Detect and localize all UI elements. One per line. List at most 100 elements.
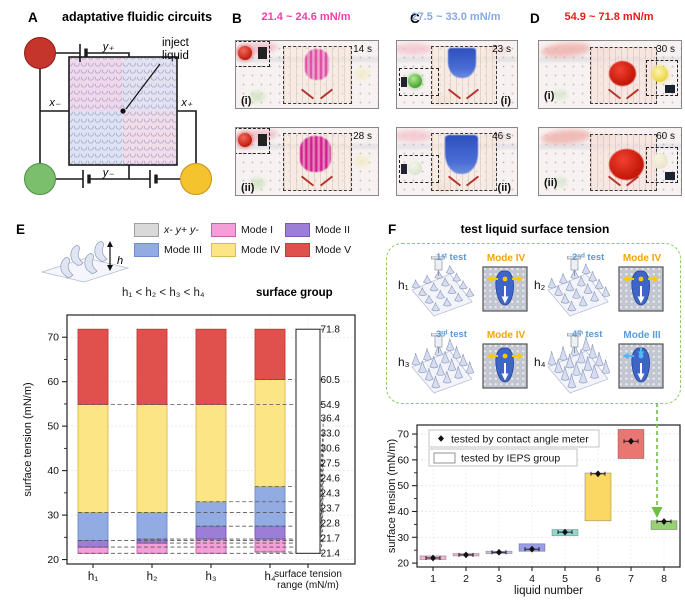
liquid-stain [448, 47, 476, 79]
svg-text:20: 20 [397, 558, 409, 570]
electrode-wire [448, 175, 462, 187]
svg-text:tested by IEPS group: tested by IEPS group [461, 453, 560, 465]
background-smudge [397, 43, 433, 55]
surface-group-label: surface group [256, 287, 333, 299]
svg-text:40: 40 [47, 465, 59, 477]
pin-array-h3 [411, 333, 474, 394]
pin-array-h2 [547, 256, 610, 317]
svg-text:70: 70 [47, 332, 59, 344]
mode-label: Mode III [623, 330, 661, 341]
y-plus-label: y₊ [102, 41, 115, 53]
frame-tag: (i) [241, 95, 252, 107]
panel-a-letter: A [28, 10, 38, 25]
svg-text:24.3: 24.3 [321, 489, 341, 500]
timestamp: 60 s [656, 131, 675, 142]
mode-image [618, 266, 664, 312]
panel-b-letter: B [232, 11, 242, 26]
panel-a-title: adaptative fluidic circuits [62, 10, 213, 24]
svg-text:h₃: h₃ [205, 571, 216, 583]
surface-region-box [430, 45, 498, 104]
h3-label: h₃ [398, 355, 410, 369]
green-led-off [408, 160, 422, 175]
background-smudge [354, 67, 370, 80]
svg-text:60: 60 [47, 376, 59, 388]
svg-text:24.6: 24.6 [321, 474, 341, 485]
svg-text:8: 8 [661, 573, 667, 585]
red-node [24, 37, 56, 69]
photo-c-ii: 46 s (ii) [396, 127, 518, 196]
svg-text:60: 60 [397, 454, 409, 466]
liquid-stain [444, 134, 479, 175]
liquid-drop [609, 149, 645, 181]
svg-text:surface tension (mN/m): surface tension (mN/m) [386, 439, 398, 553]
led-box [399, 154, 439, 183]
svg-text:surface tension (mN/m): surface tension (mN/m) [22, 382, 34, 496]
panel-d-letter: D [530, 11, 540, 26]
svg-text:23.7: 23.7 [321, 504, 341, 515]
led-chip [665, 171, 675, 180]
svg-text:21.7: 21.7 [321, 534, 341, 545]
led-chip [258, 134, 267, 146]
led-box [646, 59, 678, 96]
svg-text:5: 5 [562, 573, 568, 585]
svg-text:70: 70 [397, 429, 409, 441]
mode-image [482, 343, 528, 389]
yellow-led [652, 65, 668, 82]
panel-e-letter: E [16, 222, 26, 237]
legend-item: Mode III [134, 242, 211, 257]
h2-label: h₂ [534, 278, 546, 292]
background-smudge [553, 177, 567, 187]
h1-label: h₁ [398, 278, 409, 292]
timestamp: 23 s [492, 44, 511, 55]
timestamp: 14 s [353, 44, 372, 55]
liquid-stain [305, 48, 330, 81]
stacked-bar-chart: 71.8 60.5 54.9 36.4 33.0 30.6 27.5 24.6 24.3 23.7… [22, 314, 356, 591]
svg-text:6: 6 [595, 573, 601, 585]
electrode-wire [607, 88, 621, 100]
box-scatter-chart: tested by contact angle meter tested by I… [386, 424, 681, 597]
legend-swatch [211, 222, 236, 237]
electrode-wire [300, 175, 314, 187]
electrode-wire [626, 88, 640, 100]
legend-item: Mode IV [211, 242, 285, 257]
yellow-node [180, 163, 212, 195]
green-dashed-arrow [651, 403, 663, 518]
frame-tag: (ii) [241, 182, 255, 194]
photo-d-ii: 60 s (ii) [538, 127, 682, 196]
photo-d-i: 30 s (i) [538, 40, 682, 109]
background-smudge [250, 91, 265, 102]
y-minus-label: y₋ [102, 167, 115, 179]
svg-text:50: 50 [47, 421, 59, 433]
mode-legend: x- y+ y- Mode I Mode II Mode III Mode IV… [134, 222, 361, 257]
mode-image [618, 343, 664, 389]
inject-point [120, 108, 126, 114]
red-led [238, 133, 252, 147]
frame-tag: (i) [500, 95, 511, 107]
pin-array-h4 [547, 333, 610, 394]
svg-text:33.0: 33.0 [321, 429, 341, 440]
pin-array-h1 [411, 256, 474, 317]
svg-text:22.8: 22.8 [321, 519, 341, 530]
background-smudge [485, 134, 511, 142]
led-box [236, 128, 270, 154]
panel-b-range: 21.4 ~ 24.6 mN/m [261, 11, 351, 23]
test-cell-3: h₃ 3ʳᵈ test Mode IV [398, 329, 530, 403]
led-box [236, 41, 270, 67]
frame-tag: (i) [544, 90, 555, 102]
green-node [24, 163, 56, 195]
led-box [399, 67, 439, 96]
background-smudge [397, 130, 433, 142]
panel-d-range: 54.9 ~ 71.8 mN/m [564, 11, 654, 23]
legend-swatch [134, 242, 159, 257]
svg-text:surface tension: surface tension [274, 569, 342, 580]
panel-f-letter: F [388, 222, 397, 237]
svg-text:20: 20 [47, 554, 59, 566]
svg-text:h₂: h₂ [147, 571, 158, 583]
test-cell-1: h₁ 1ˢᵗ test Mode IV [398, 252, 530, 326]
inject-label-line1: inject [162, 37, 190, 49]
svg-text:30: 30 [47, 510, 59, 522]
legend-item: Mode II [285, 222, 361, 237]
panel-f-title: test liquid surface tension [460, 222, 610, 236]
test-order-label: 4ᵗʰ test [572, 329, 603, 340]
